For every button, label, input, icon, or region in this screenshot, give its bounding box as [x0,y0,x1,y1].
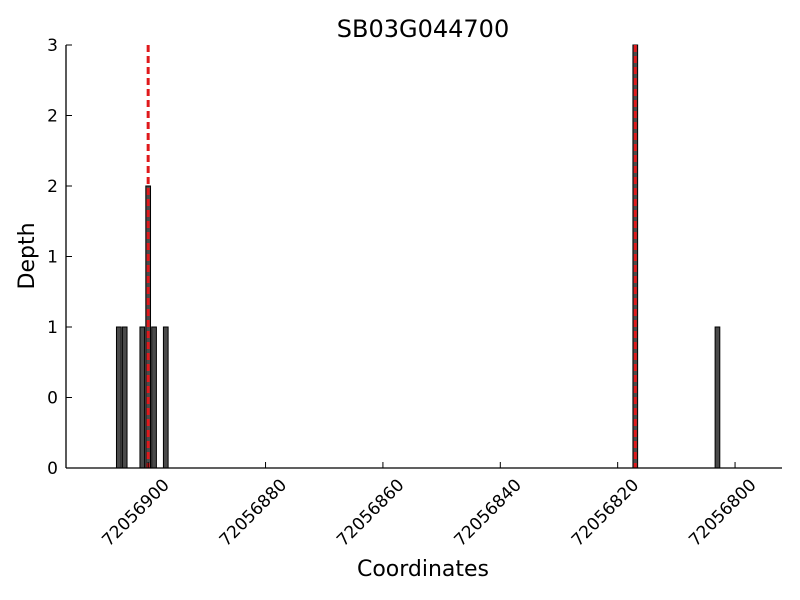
depth-bar [115,326,122,469]
y-tick-label: 1 [47,318,58,338]
y-axis-ticks: 0 0 1 1 2 2 3 [47,36,72,479]
y-tick-label: 0 [47,389,58,409]
y-tick-label: 2 [47,107,58,127]
depth-bar [121,326,128,469]
axes [65,45,782,469]
chart-title: SB03G044700 [337,15,509,43]
y-tick-label: 1 [47,248,58,268]
depth-bar [162,326,169,469]
x-tick-label: 72056860 [333,475,408,550]
x-tick-label: 72056840 [451,475,526,550]
depth-bar [714,326,721,469]
marker-lines [146,45,637,468]
x-tick-label: 72056820 [568,475,643,550]
y-tick-label: 2 [47,177,58,197]
depth-bar [139,326,146,469]
x-axis-ticks: 72056900 72056880 72056860 72056840 72056820… [98,462,761,551]
y-tick-label: 3 [47,36,58,56]
depth-bar [151,326,157,469]
x-tick-label: 72056900 [98,475,173,550]
bar-series [115,44,721,469]
x-tick-label: 72056800 [685,475,760,550]
x-axis-label: Coordinates [357,557,489,582]
y-axis-label: Depth [15,222,40,289]
x-tick-label: 72056880 [216,475,291,550]
y-tick-label: 0 [47,459,58,479]
